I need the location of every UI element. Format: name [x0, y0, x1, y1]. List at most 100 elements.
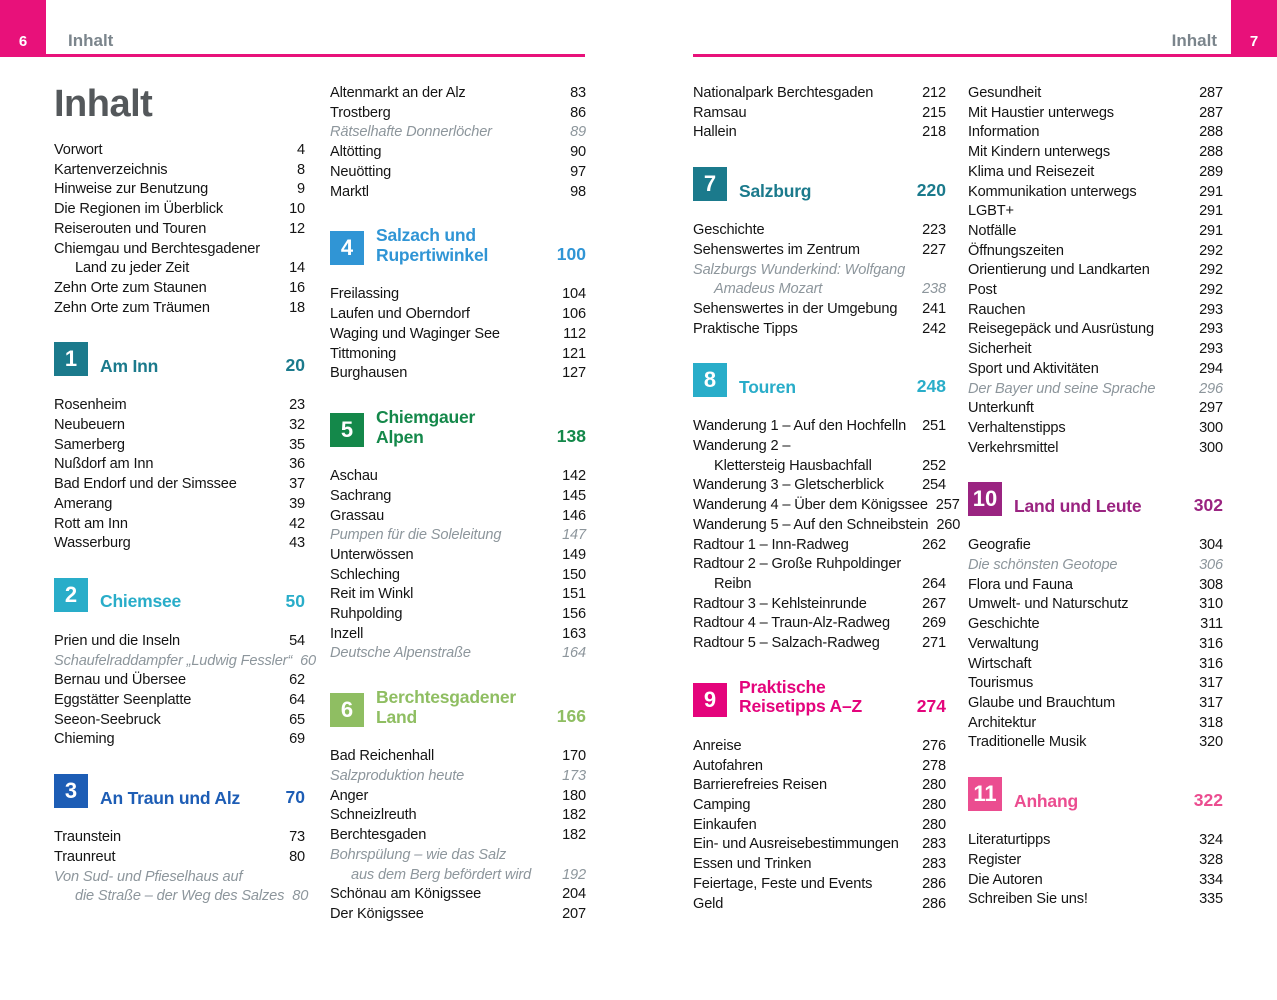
- chapter-number-badge: 3: [54, 774, 88, 809]
- toc-entry-label: Traunstein: [54, 829, 121, 846]
- toc-entry-label: Seeon-Seebruck: [54, 711, 161, 728]
- page-number-badge: 6: [0, 0, 46, 57]
- toc-entry-page: 156: [562, 606, 586, 623]
- toc-column-4: Gesundheit 287 Mit Haustier unterwegs 287 In…: [968, 84, 1223, 910]
- toc-entry-label: Rosenheim: [54, 397, 127, 414]
- toc-entry-label: Marktl: [330, 183, 369, 200]
- toc-entry-page: 215: [922, 104, 946, 121]
- toc-entry-page: 254: [922, 477, 946, 494]
- toc-entry-label: Bad Reichenhall: [330, 748, 435, 765]
- book-page-left: 6 Inhalt Inhalt Vorwort 4 Kartenverzeichnis…: [0, 0, 638, 1000]
- toc-entry-label: Salzproduktion heute: [330, 768, 465, 785]
- toc-entry-page: 297: [1199, 400, 1223, 417]
- toc-entry: Rätselhafte Donnerlöcher 89: [330, 123, 586, 143]
- toc-entry-label: Waging und Waginger See: [330, 325, 500, 342]
- toc-entry-label: Prien und die Inseln: [54, 632, 180, 649]
- toc-entry-label: Ramsau: [693, 104, 747, 121]
- running-header-label: Inhalt: [68, 31, 114, 50]
- toc-entry: Camping 280: [693, 796, 946, 816]
- toc-entry: Verkehrsmittel 300: [968, 439, 1223, 459]
- toc-entry-label: Klima und Reisezeit: [968, 163, 1095, 180]
- toc-entry-page: 283: [922, 856, 946, 873]
- toc-entry-page: 146: [562, 507, 586, 524]
- toc-entry-page: 300: [1199, 419, 1223, 436]
- toc-section: Vorwort 4 Kartenverzeichnis 8 Hinweise zur B…: [54, 141, 305, 318]
- toc-entry: Schönau am Königssee 204: [330, 885, 586, 905]
- toc-entry-label: Die Regionen im Überblick: [54, 201, 224, 218]
- toc-section: Wanderung 1 – Auf den Hochfelln 251 Wander…: [693, 417, 960, 653]
- toc-entry: Der Königssee 207: [330, 905, 586, 925]
- toc-entry: Unterwössen 149: [330, 546, 586, 566]
- toc-entry-page: 320: [1199, 734, 1223, 751]
- toc-entry-label: Chiemgau und Berchtesgadener: [54, 240, 260, 257]
- toc-section: Traunstein 73 Traunreut 80 Von Sud- und Pfie…: [54, 828, 309, 907]
- toc-entry-label: Eggstätter Seenplatte: [54, 692, 192, 709]
- chapter-title: Am Inn: [100, 355, 159, 376]
- toc-entry-page: 257: [935, 497, 960, 514]
- toc-entry: Wanderung 3 – Gletscherblick 254: [693, 476, 946, 496]
- toc-entry-label: Literaturtipps: [968, 832, 1051, 849]
- toc-entry: Seeon-Seebruck 65: [54, 711, 305, 731]
- toc-entry: Neubeuern 32: [54, 416, 305, 436]
- toc-entry: Die Autoren 334: [968, 871, 1223, 891]
- toc-section: Altenmarkt an der Alz 83 Trostberg 86 Rätsel…: [330, 84, 586, 202]
- toc-entry-label: Bernau und Übersee: [54, 672, 186, 689]
- toc-entry: Samerberg 35: [54, 436, 305, 456]
- toc-entry-page: 291: [1199, 183, 1223, 200]
- chapter-title: Land und Leute: [1014, 495, 1142, 516]
- toc-entry-page: 164: [562, 645, 586, 662]
- running-header-label: Inhalt: [1171, 31, 1217, 50]
- toc-entry-label: Wanderung 5 – Auf den Schneibstein: [693, 516, 929, 533]
- toc-entry: Radtour 2 – Große Ruhpoldinger: [693, 555, 946, 575]
- toc-entry: Geschichte 311: [968, 615, 1223, 635]
- chapter-heading: 9 Praktische Reisetipps A–Z 274: [693, 676, 946, 717]
- toc-entry-page: 223: [922, 222, 946, 239]
- toc-entry: Mit Haustier unterwegs 287: [968, 104, 1223, 124]
- toc-entry-label: Aschau: [330, 468, 378, 485]
- toc-entry: Marktl 98: [330, 183, 586, 203]
- chapter-page-number: 248: [916, 376, 946, 397]
- toc-entry-page: 8: [297, 161, 305, 178]
- toc-entry: Prien und die Inseln 54: [54, 632, 305, 652]
- toc-entry: Flora und Fauna 308: [968, 576, 1223, 596]
- book-page-right: 7 Inhalt Nationalpark Berchtesgaden 212 Ra…: [639, 0, 1277, 1000]
- toc-entry: Eggstätter Seenplatte 64: [54, 691, 305, 711]
- toc-entry: Bad Endorf und der Simssee 37: [54, 475, 305, 495]
- toc-entry-label: aus dem Berg befördert wird: [351, 866, 532, 883]
- chapter-number-badge: 7: [693, 167, 727, 202]
- toc-entry-label: Burghausen: [330, 365, 408, 382]
- toc-entry: Schreiben Sie uns! 335: [968, 890, 1223, 910]
- toc-entry-label: Schleching: [330, 566, 400, 583]
- toc-entry: Ein- und Ausreisebestimmungen 283: [693, 835, 946, 855]
- toc-entry-label: Klettersteig Hausbachfall: [714, 457, 872, 474]
- toc-entry-page: [297, 240, 305, 260]
- toc-entry: Wanderung 2 –: [693, 437, 946, 457]
- toc-entry: Reibn 264: [693, 575, 946, 595]
- toc-entry-label: Anger: [330, 787, 369, 804]
- toc-column-2: Altenmarkt an der Alz 83 Trostberg 86 Rätsel…: [330, 84, 586, 925]
- toc-entry: Neuötting 97: [330, 163, 586, 183]
- toc-entry-label: Traditionelle Musik: [968, 734, 1087, 751]
- toc-entry: Hallein 218: [693, 123, 946, 143]
- toc-entry-label: Laufen und Oberndorf: [330, 306, 470, 323]
- toc-entry: Anger 180: [330, 787, 586, 807]
- chapter-heading: 11 Anhang 322: [968, 777, 1223, 812]
- toc-section: Nationalpark Berchtesgaden 212 Ramsau 215 Ha…: [693, 84, 946, 143]
- toc-entry-label: Wanderung 4 – Über dem Königssee: [693, 497, 928, 514]
- toc-entry-page: 292: [1199, 282, 1223, 299]
- chapter-page-number: 100: [556, 244, 586, 265]
- toc-entry-page: 316: [1199, 655, 1223, 672]
- chapter-title: Touren: [739, 376, 796, 397]
- chapter-heading: 4 Salzach und Rupertiwinkel 100: [330, 225, 586, 266]
- page-title: Inhalt: [54, 83, 153, 125]
- toc-entry-page: 280: [922, 777, 946, 794]
- toc-entry-page: 280: [922, 797, 946, 814]
- toc-entry: Orientierung und Landkarten 292: [968, 261, 1223, 281]
- toc-entry: Waging und Waginger See 112: [330, 325, 586, 345]
- toc-entry-label: Radtour 3 – Kehlsteinrunde: [693, 595, 867, 612]
- toc-entry-label: Wanderung 2 –: [693, 438, 791, 455]
- toc-entry: Klima und Reisezeit 289: [968, 163, 1223, 183]
- page-number-badge: 7: [1231, 0, 1277, 57]
- chapter-title: Praktische Reisetipps A–Z: [739, 676, 862, 717]
- toc-entry-page: 80: [292, 888, 309, 905]
